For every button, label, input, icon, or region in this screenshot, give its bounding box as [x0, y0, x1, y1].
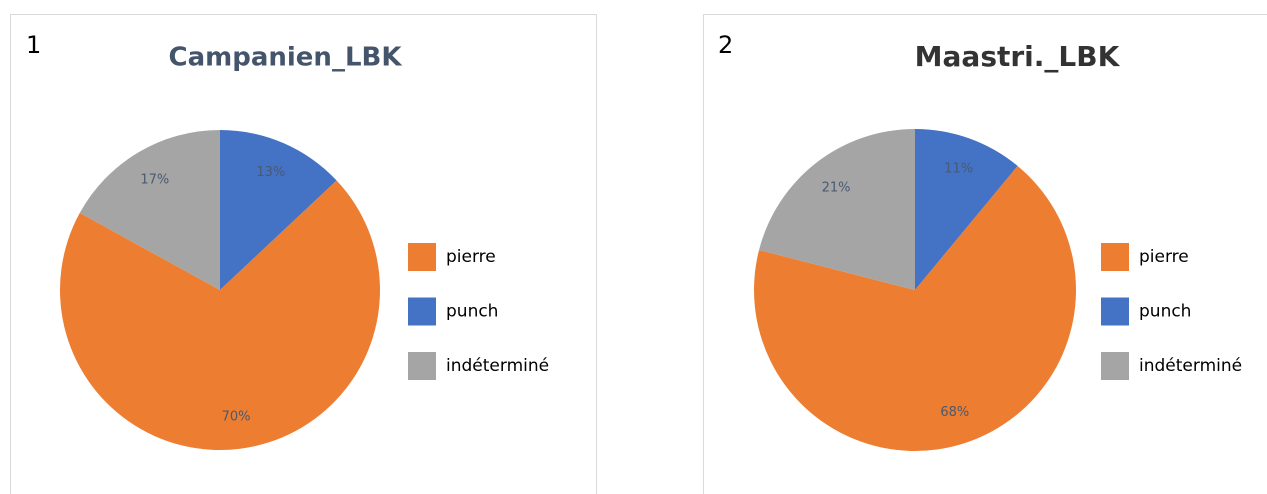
- data-label: 68%: [940, 405, 969, 420]
- legend-label: punch: [1139, 302, 1191, 322]
- panel-number: 2: [718, 31, 733, 59]
- pie-slice: [759, 129, 915, 290]
- legend-swatch: [1101, 297, 1129, 326]
- legend-swatch: [1101, 352, 1129, 380]
- pie-slice: [220, 130, 337, 290]
- legend-label: indéterminé: [1139, 356, 1242, 376]
- data-label: 13%: [256, 165, 285, 180]
- pie-slice: [79, 130, 221, 290]
- panel-number: 1: [26, 31, 41, 59]
- data-label: 70%: [222, 409, 251, 424]
- pie-slice: [754, 165, 1076, 452]
- legend-swatch: [1101, 243, 1129, 271]
- chart-title: Campanien_LBK: [169, 43, 403, 73]
- legend-swatch: [408, 243, 436, 271]
- legend-label: pierre: [1139, 247, 1189, 267]
- pie-slice: [60, 180, 381, 450]
- legend-label: punch: [446, 302, 498, 322]
- legend-swatch: [408, 352, 436, 380]
- pie-slice: [915, 129, 1018, 290]
- data-label: 21%: [822, 181, 851, 196]
- legend-swatch: [408, 297, 436, 326]
- legend-label: pierre: [446, 247, 496, 267]
- data-label: 11%: [944, 161, 973, 176]
- chart-title: Maastri._LBK: [915, 40, 1121, 73]
- legend-label: indéterminé: [446, 356, 549, 376]
- data-label: 17%: [140, 172, 169, 187]
